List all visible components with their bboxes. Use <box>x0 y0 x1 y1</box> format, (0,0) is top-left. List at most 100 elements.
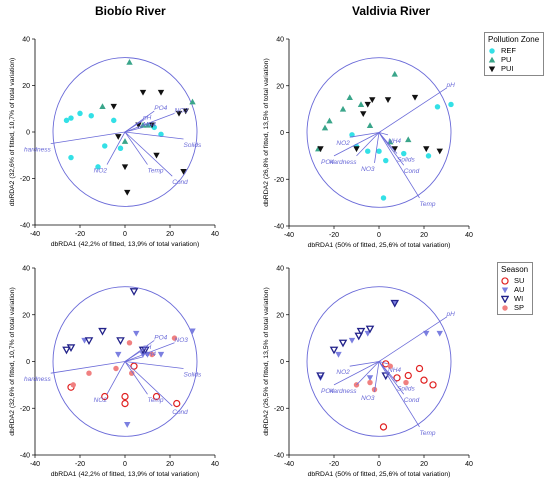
x-tick-label: 40 <box>211 461 219 468</box>
y-tick-label: 0 <box>280 359 284 366</box>
y-tick-label: 40 <box>22 266 30 273</box>
point-su <box>420 376 428 384</box>
vector-label-ph: pH <box>446 82 456 89</box>
vector-label-cond: Cond <box>172 409 188 416</box>
point-ref <box>117 145 124 151</box>
point-sp <box>171 335 178 341</box>
title-valdivia: Valdivia River <box>352 4 431 18</box>
y-axis-title: dbRDA2 (26,5% of fitted, 13,5% of total … <box>263 287 270 435</box>
point-ref <box>365 148 371 154</box>
point-su <box>379 423 388 431</box>
point-wi <box>365 325 375 334</box>
vector-label-temp: Temp <box>420 201 436 208</box>
point-pu <box>121 138 129 144</box>
legend-label-sp: SP <box>514 303 525 312</box>
panel-3: -40 -20 0 20 40 -40 -20 0 20 40 dbRDA1 (42,2% of f… <box>9 266 219 479</box>
point-sp <box>113 365 119 372</box>
legend-marker-au <box>501 286 509 293</box>
x-tick-label: 20 <box>166 231 174 238</box>
point-pu <box>405 136 412 143</box>
vector-hardness <box>50 361 126 374</box>
x-tick-label: 20 <box>166 461 174 468</box>
vector-temp <box>124 361 148 395</box>
x-tick-label: -40 <box>30 461 40 468</box>
point-pu <box>326 117 333 124</box>
point-pui <box>157 89 165 96</box>
y-tick-label: -40 <box>274 224 284 231</box>
point-au <box>189 328 196 335</box>
x-tick-label: 40 <box>211 231 219 238</box>
point-pui <box>153 152 160 159</box>
y-tick-label: 40 <box>276 37 284 44</box>
legend-symbol-pu <box>488 56 496 63</box>
vector-label-temp: Temp <box>148 168 164 175</box>
legend-marker-pui <box>488 65 496 72</box>
vector-nh4 <box>378 361 389 365</box>
point-pu <box>387 138 394 145</box>
point-pui <box>317 146 324 153</box>
x-tick-label: -20 <box>329 232 339 239</box>
vector-cond <box>378 132 405 166</box>
point-wi <box>338 339 348 348</box>
point-sp <box>86 370 92 376</box>
point-ref <box>401 150 407 157</box>
legend-marker-wi <box>501 295 509 303</box>
point-au <box>436 330 443 337</box>
point-ref <box>102 143 108 149</box>
y-tick-label: 20 <box>22 83 30 90</box>
vector-label-no3: NO3 <box>361 395 375 402</box>
y-tick-label: 20 <box>276 312 284 319</box>
point-ref <box>111 117 117 124</box>
point-wi <box>66 344 76 353</box>
vector-label-no3: NO3 <box>175 337 189 344</box>
panel-1: -40 -20 0 20 40 -40 -20 0 20 40 dbRDA1 (42,2% of f… <box>9 37 219 249</box>
legend-label-ref: REF <box>501 46 516 55</box>
point-wi <box>129 288 139 296</box>
vector-solids <box>124 131 184 140</box>
point-ref <box>77 110 83 117</box>
x-axis-title: dbRDA1 (50% of fitted, 25,6% of total va… <box>308 242 451 249</box>
point-sp <box>387 363 393 369</box>
point-ref <box>383 157 389 164</box>
legend-entry-ref: REF <box>488 46 539 55</box>
legend-season-title: Season <box>501 265 529 274</box>
point-pui <box>411 94 419 101</box>
vector-ph <box>378 316 447 362</box>
legend-label-pui: PUI <box>501 64 514 73</box>
legend-symbol-pui <box>488 65 496 72</box>
vector-label-no2: NO2 <box>336 140 350 147</box>
vector-solids <box>124 361 184 369</box>
point-ref <box>63 117 70 124</box>
point-wi <box>116 337 125 346</box>
point-sp <box>149 351 155 358</box>
point-au <box>366 375 374 382</box>
vector-label-solids: Solids <box>184 142 202 149</box>
legend-marker-sp <box>502 304 508 311</box>
vector-no2 <box>349 132 380 138</box>
vector-hardness <box>356 132 380 157</box>
point-su <box>121 392 129 401</box>
y-tick-label: -20 <box>20 406 30 413</box>
vector-no3 <box>374 132 380 163</box>
vector-label-temp: Temp <box>420 430 436 437</box>
x-axis-title: dbRDA1 (42,2% of fitted, 13,9% of total … <box>51 471 199 478</box>
point-su <box>173 399 181 408</box>
legend-symbol-wi <box>501 295 509 303</box>
point-au <box>364 330 371 337</box>
point-pui <box>182 108 189 115</box>
point-pui <box>364 101 371 108</box>
vector-ph <box>124 349 144 362</box>
point-wi <box>316 372 325 381</box>
vector-nh4 <box>124 126 144 133</box>
point-sp <box>367 379 373 386</box>
vector-label-solids: Solids <box>397 386 415 393</box>
legend-entry-sp: SP <box>501 303 528 312</box>
point-pui <box>110 103 117 110</box>
vector-nh4 <box>124 356 144 362</box>
point-au <box>335 351 342 358</box>
point-su <box>121 399 129 408</box>
x-tick-label: 20 <box>420 232 428 239</box>
y-tick-label: -40 <box>20 223 30 230</box>
y-axis-title: dbRDA2 (26,8% of fitted, 13,5% of total … <box>263 58 270 206</box>
